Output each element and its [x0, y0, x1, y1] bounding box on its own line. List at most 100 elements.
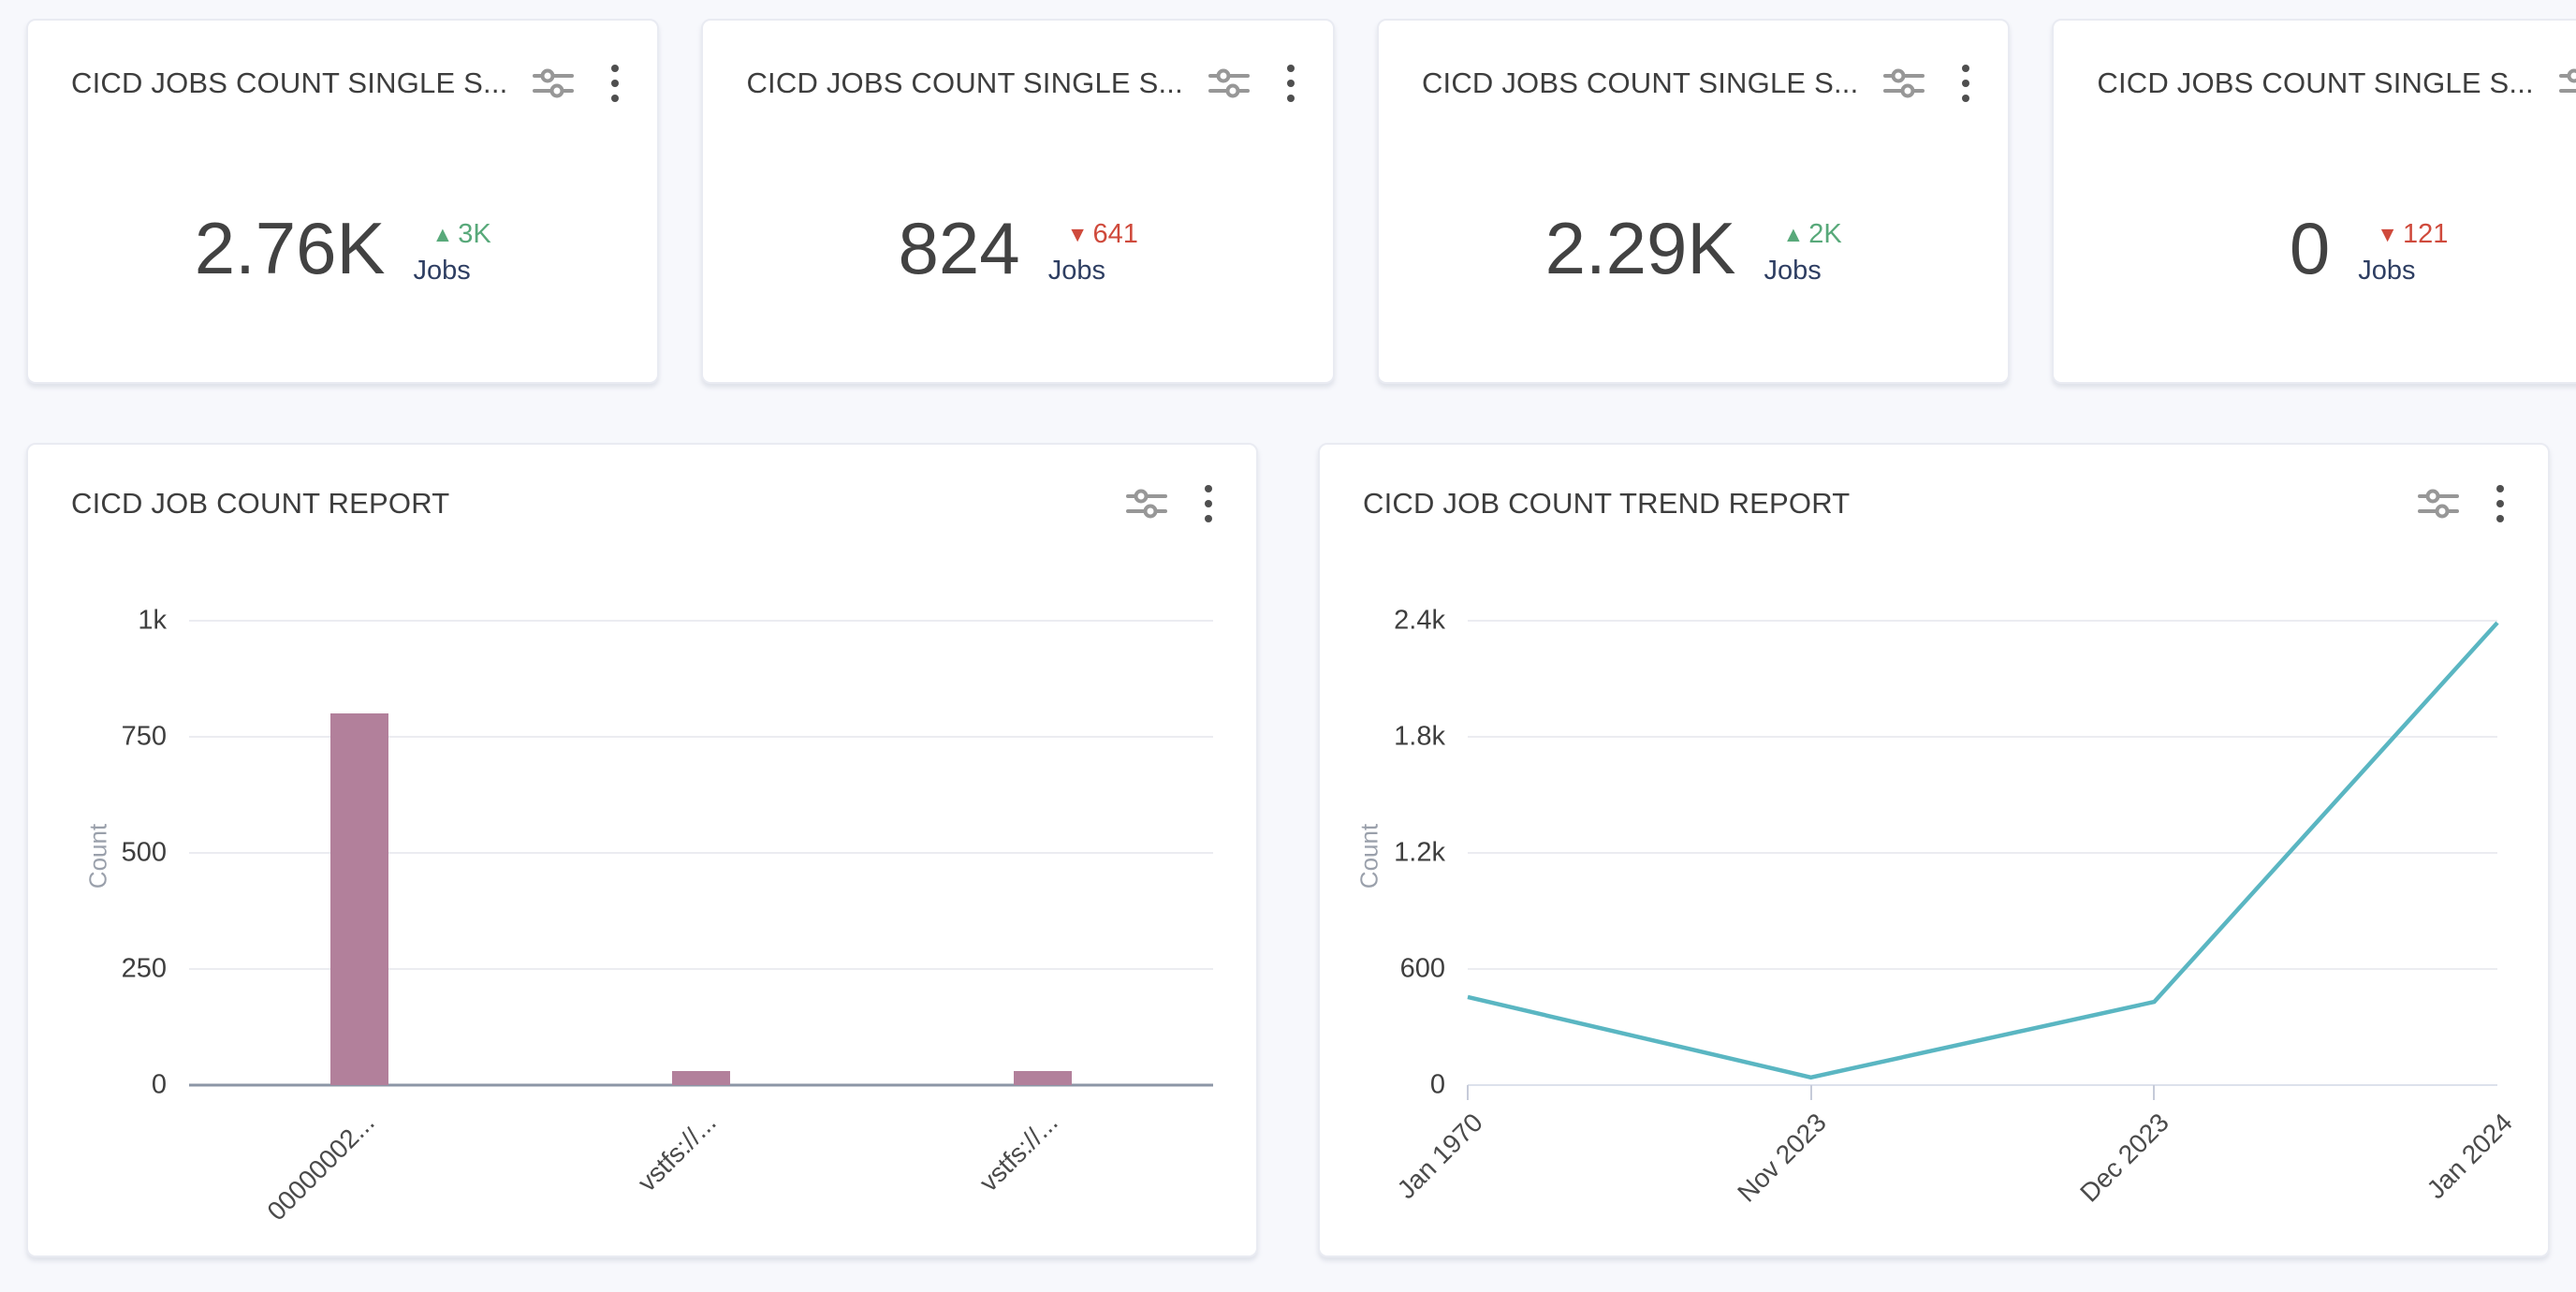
- filter-settings-button[interactable]: [1882, 65, 1925, 102]
- y-tick-label: 250: [121, 953, 167, 984]
- more-options-button[interactable]: [1961, 64, 1970, 103]
- card-header: CICD JOBS COUNT SINGLE S...: [28, 21, 657, 103]
- kebab-vertical-icon: [1205, 485, 1212, 522]
- kpi-side: ▼ 641 Jobs: [1048, 221, 1138, 285]
- kpi-block: 824 ▼ 641 Jobs: [703, 212, 1332, 285]
- chart-title: CICD JOB COUNT REPORT: [71, 487, 450, 520]
- kpi-delta: ▼ 641: [1067, 221, 1138, 248]
- y-tick-label: 0: [1429, 1069, 1445, 1100]
- kpi-block: 2.29K ▲ 2K Jobs: [1379, 212, 2008, 285]
- kpi-value: 2.29K: [1544, 207, 1736, 289]
- x-axis-labels: Jan 1970 Nov 2023 Dec 2023 Jan 2024: [1392, 1108, 2518, 1248]
- stat-card-4: CICD JOBS COUNT SINGLE S... 0 ▼ 121: [2052, 19, 2576, 384]
- filter-settings-button[interactable]: [2417, 485, 2460, 522]
- y-tick-label: 750: [121, 721, 167, 752]
- gridline: [1468, 852, 2497, 854]
- card-title: CICD JOBS COUNT SINGLE S...: [746, 66, 1183, 99]
- kpi-value: 824: [898, 207, 1020, 289]
- card-header-icons: [1208, 64, 1295, 103]
- x-tick-label: vstfs://...: [973, 1108, 1063, 1197]
- kebab-vertical-icon: [1286, 65, 1295, 102]
- more-options-button[interactable]: [610, 64, 620, 103]
- x-axis-line: [189, 1083, 1213, 1087]
- more-options-button[interactable]: [1286, 64, 1295, 103]
- kpi-unit: Jobs: [1047, 256, 1105, 286]
- card-header-icons: [1125, 484, 1213, 523]
- gridline: [1468, 736, 2497, 738]
- card-header-icons: [2417, 484, 2505, 523]
- bar-0[interactable]: [330, 713, 389, 1085]
- tune-sliders-icon: [2418, 489, 2459, 519]
- x-axis-line: [1468, 1084, 2497, 1086]
- bar-chart-card: CICD JOB COUNT REPORT Count 00000002... v…: [26, 443, 1258, 1257]
- filter-settings-button[interactable]: [2558, 65, 2576, 102]
- kpi-delta-value: 2K: [1808, 219, 1842, 249]
- trend-icon: ▲: [432, 222, 454, 246]
- kebab-vertical-icon: [2496, 485, 2504, 522]
- bar-2[interactable]: [1013, 1071, 1072, 1085]
- trend-icon: ▲: [1782, 222, 1805, 246]
- card-header-icons: [532, 64, 620, 103]
- y-tick-label: 0: [151, 1069, 167, 1100]
- kpi-side: ▲ 2K Jobs: [1764, 221, 1841, 285]
- trend-icon: ▼: [2377, 222, 2399, 246]
- kpi-delta: ▲ 2K: [1782, 221, 1841, 248]
- x-axis-tick: [2153, 1085, 2156, 1100]
- kpi-delta-value: 121: [2403, 219, 2449, 249]
- kpi-value: 0: [2289, 207, 2331, 289]
- x-axis-tick: [1809, 1085, 1812, 1100]
- kebab-vertical-icon: [611, 65, 620, 102]
- tune-sliders-icon: [1126, 489, 1167, 519]
- gridline: [189, 620, 1213, 622]
- gridline: [189, 968, 1213, 970]
- stat-card-3: CICD JOBS COUNT SINGLE S... 2.29K ▲ 2K: [1376, 19, 2011, 384]
- chart-row: CICD JOB COUNT REPORT Count 00000002... v…: [26, 443, 2550, 1257]
- card-header-icons: [2558, 64, 2576, 103]
- y-tick-label: 500: [121, 837, 167, 868]
- gridline: [1468, 620, 2497, 622]
- card-header: CICD JOBS COUNT SINGLE S...: [703, 21, 1332, 103]
- gridline: [1468, 968, 2497, 970]
- gridline: [189, 852, 1213, 854]
- kpi-delta-value: 641: [1092, 219, 1138, 249]
- kpi-unit: Jobs: [2358, 256, 2416, 286]
- more-options-button[interactable]: [2496, 484, 2505, 523]
- y-tick-label: 1k: [138, 605, 167, 636]
- trend-line[interactable]: [1468, 623, 2497, 1078]
- tune-sliders-icon: [2558, 68, 2576, 93]
- stat-card-row: CICD JOBS COUNT SINGLE S... 2.76K ▲ 3K: [26, 19, 2576, 384]
- kpi-side: ▲ 3K Jobs: [414, 221, 491, 285]
- y-tick-label: 600: [1399, 953, 1445, 984]
- stat-card-2: CICD JOBS COUNT SINGLE S... 824 ▼ 641: [701, 19, 1335, 384]
- tune-sliders-icon: [1883, 68, 1925, 98]
- kpi-unit: Jobs: [1764, 256, 1822, 286]
- card-header: CICD JOBS COUNT SINGLE S...: [2054, 21, 2576, 103]
- stat-card-1: CICD JOBS COUNT SINGLE S... 2.76K ▲ 3K: [26, 19, 660, 384]
- more-options-button[interactable]: [1204, 484, 1213, 523]
- kpi-delta: ▲ 3K: [432, 221, 491, 248]
- x-tick-label: vstfs://...: [632, 1108, 722, 1197]
- card-header-icons: [1882, 64, 1970, 103]
- y-tick-label: 1.2k: [1394, 837, 1445, 868]
- x-tick-label: Nov 2023: [1731, 1108, 1832, 1208]
- card-header: CICD JOBS COUNT SINGLE S...: [1379, 21, 2008, 103]
- bar-plot-area: 00000002... vstfs://... vstfs://... 0 250 50…: [122, 606, 1213, 1226]
- filter-settings-button[interactable]: [532, 65, 575, 102]
- filter-settings-button[interactable]: [1208, 65, 1251, 102]
- tune-sliders-icon: [533, 68, 575, 98]
- y-tick-label: 1.8k: [1394, 721, 1445, 752]
- x-tick-label: Jan 2024: [2421, 1108, 2518, 1205]
- chart-title: CICD JOB COUNT TREND REPORT: [1363, 487, 1851, 520]
- trend-icon: ▼: [1066, 222, 1089, 246]
- line-chart-card: CICD JOB COUNT TREND REPORT Count Jan 19…: [1318, 443, 2550, 1257]
- x-tick-label: Jan 1970: [1391, 1108, 1488, 1205]
- x-tick-label: 00000002...: [261, 1108, 381, 1226]
- filter-settings-button[interactable]: [1125, 485, 1168, 522]
- line-plot-area: Jan 1970 Nov 2023 Dec 2023 Jan 2024 0 600 1.2…: [1392, 606, 2518, 1208]
- y-tick-label: 2.4k: [1394, 605, 1445, 636]
- x-axis-tick: [1467, 1085, 1469, 1100]
- x-tick-label: Dec 2023: [2074, 1108, 2175, 1208]
- bar-1[interactable]: [672, 1071, 730, 1085]
- card-header: CICD JOB COUNT REPORT: [28, 445, 1256, 523]
